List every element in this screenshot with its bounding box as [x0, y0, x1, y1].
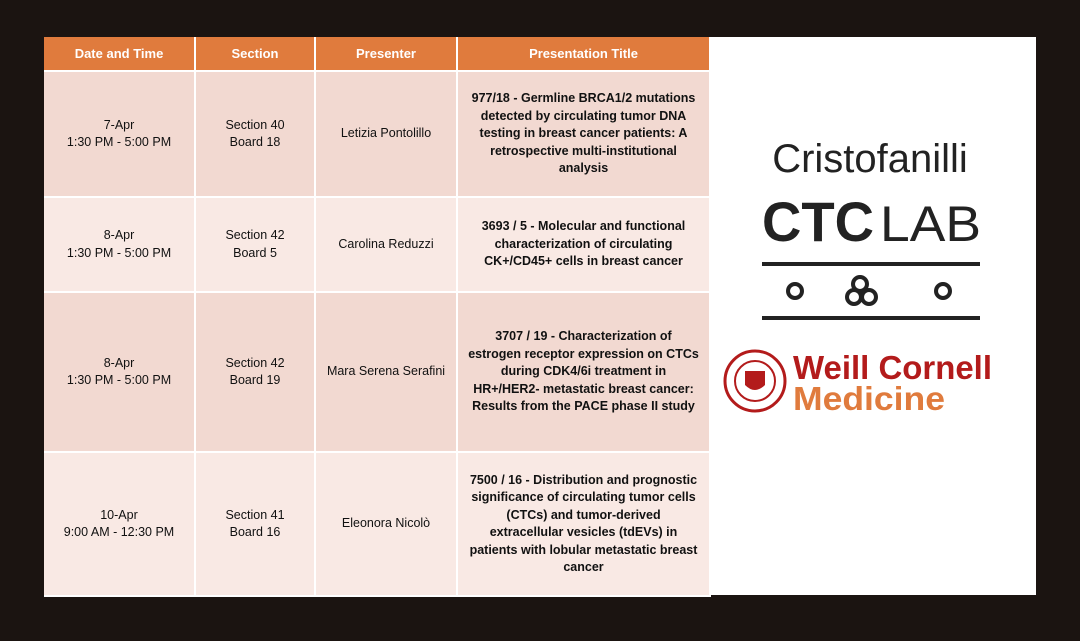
date: 8-Apr	[103, 228, 135, 242]
section: Section 41	[225, 507, 285, 522]
presenter-cell: Letizia Pontolillo	[315, 71, 458, 198]
seal	[723, 349, 787, 413]
board: Board 18	[229, 135, 281, 149]
section-cell: Section 40 Board 18	[195, 71, 316, 198]
date: 7-Apr	[103, 117, 135, 132]
presenter-cell: Carolina Reduzzi	[315, 197, 458, 293]
date-time-cell: 8-Apr 1:30 PM - 5:00 PM	[44, 292, 196, 453]
presenter-cell: Eleonora Nicolò	[315, 452, 458, 597]
lab-name: Cristofanilli	[772, 137, 968, 181]
institution-line1: Weill Cornell	[793, 349, 992, 386]
header-row: Date and Time Section Presenter Presentatio…	[44, 37, 711, 72]
section: Section 42	[225, 228, 285, 242]
schedule-table: Date and Time Section Presenter Presentatio…	[44, 37, 711, 597]
date: 8-Apr	[103, 355, 135, 370]
title-cell: 977/18 - Germline BRCA1/2 mutations dete…	[457, 71, 711, 198]
header-cell: Section	[195, 37, 316, 72]
board: Board 16	[229, 525, 281, 539]
title-cell: 3693 / 5 - Molecular and functional char…	[457, 197, 711, 293]
header-cell: Presentation Title	[457, 37, 711, 72]
section-cell: Section 42 Board 5	[195, 197, 316, 293]
header-cell: Presenter	[315, 37, 458, 72]
board: Board 19	[229, 373, 281, 387]
title-cell: 3707 / 19 - Characterization of estrogen…	[457, 292, 711, 453]
table-row: 8-Apr 1:30 PM - 5:00 PM Section 42 Board 19…	[44, 292, 711, 453]
time: 1:30 PM - 5:00 PM	[66, 373, 172, 387]
title-cell: 7500 / 16 - Distribution and prognostic …	[457, 452, 711, 597]
date-time-cell: 7-Apr 1:30 PM - 5:00 PM	[44, 71, 196, 198]
table-row: 10-Apr 9:00 AM - 12:30 PM Section 41 Board …	[44, 452, 711, 597]
section: Section 42	[225, 355, 285, 370]
lab-ctc: CTC	[762, 190, 874, 253]
time: 1:30 PM - 5:00 PM	[66, 135, 172, 149]
date-time-cell: 10-Apr 9:00 AM - 12:30 PM	[44, 452, 196, 597]
time: 1:30 PM - 5:00 PM	[66, 245, 172, 260]
institution-line2: Medicine	[793, 380, 945, 417]
board: Board 5	[233, 245, 277, 260]
section-cell: Section 41 Board 16	[195, 452, 316, 597]
presenter-cell: Mara Serena Serafini	[315, 292, 458, 453]
section-cell: Section 42 Board 19	[195, 292, 316, 453]
date-time-cell: 8-Apr 1:30 PM - 5:00 PM	[44, 197, 196, 293]
table-body: 7-Apr 1:30 PM - 5:00 PM Section 40 Board 18…	[44, 71, 711, 597]
logo-cells	[786, 275, 952, 306]
date: 10-Apr	[100, 507, 138, 522]
table-row: 8-Apr 1:30 PM - 5:00 PM Section 42 Board 5 C…	[44, 197, 711, 293]
section: Section 40	[225, 117, 285, 132]
time: 9:00 AM - 12:30 PM	[63, 525, 175, 539]
slide: Date and Time Section Presenter Presentatio…	[44, 37, 1036, 597]
table-row: 7-Apr 1:30 PM - 5:00 PM Section 40 Board 18…	[44, 71, 711, 198]
lab-lab: LAB	[880, 196, 981, 252]
header-cell: Date and Time	[44, 37, 196, 72]
